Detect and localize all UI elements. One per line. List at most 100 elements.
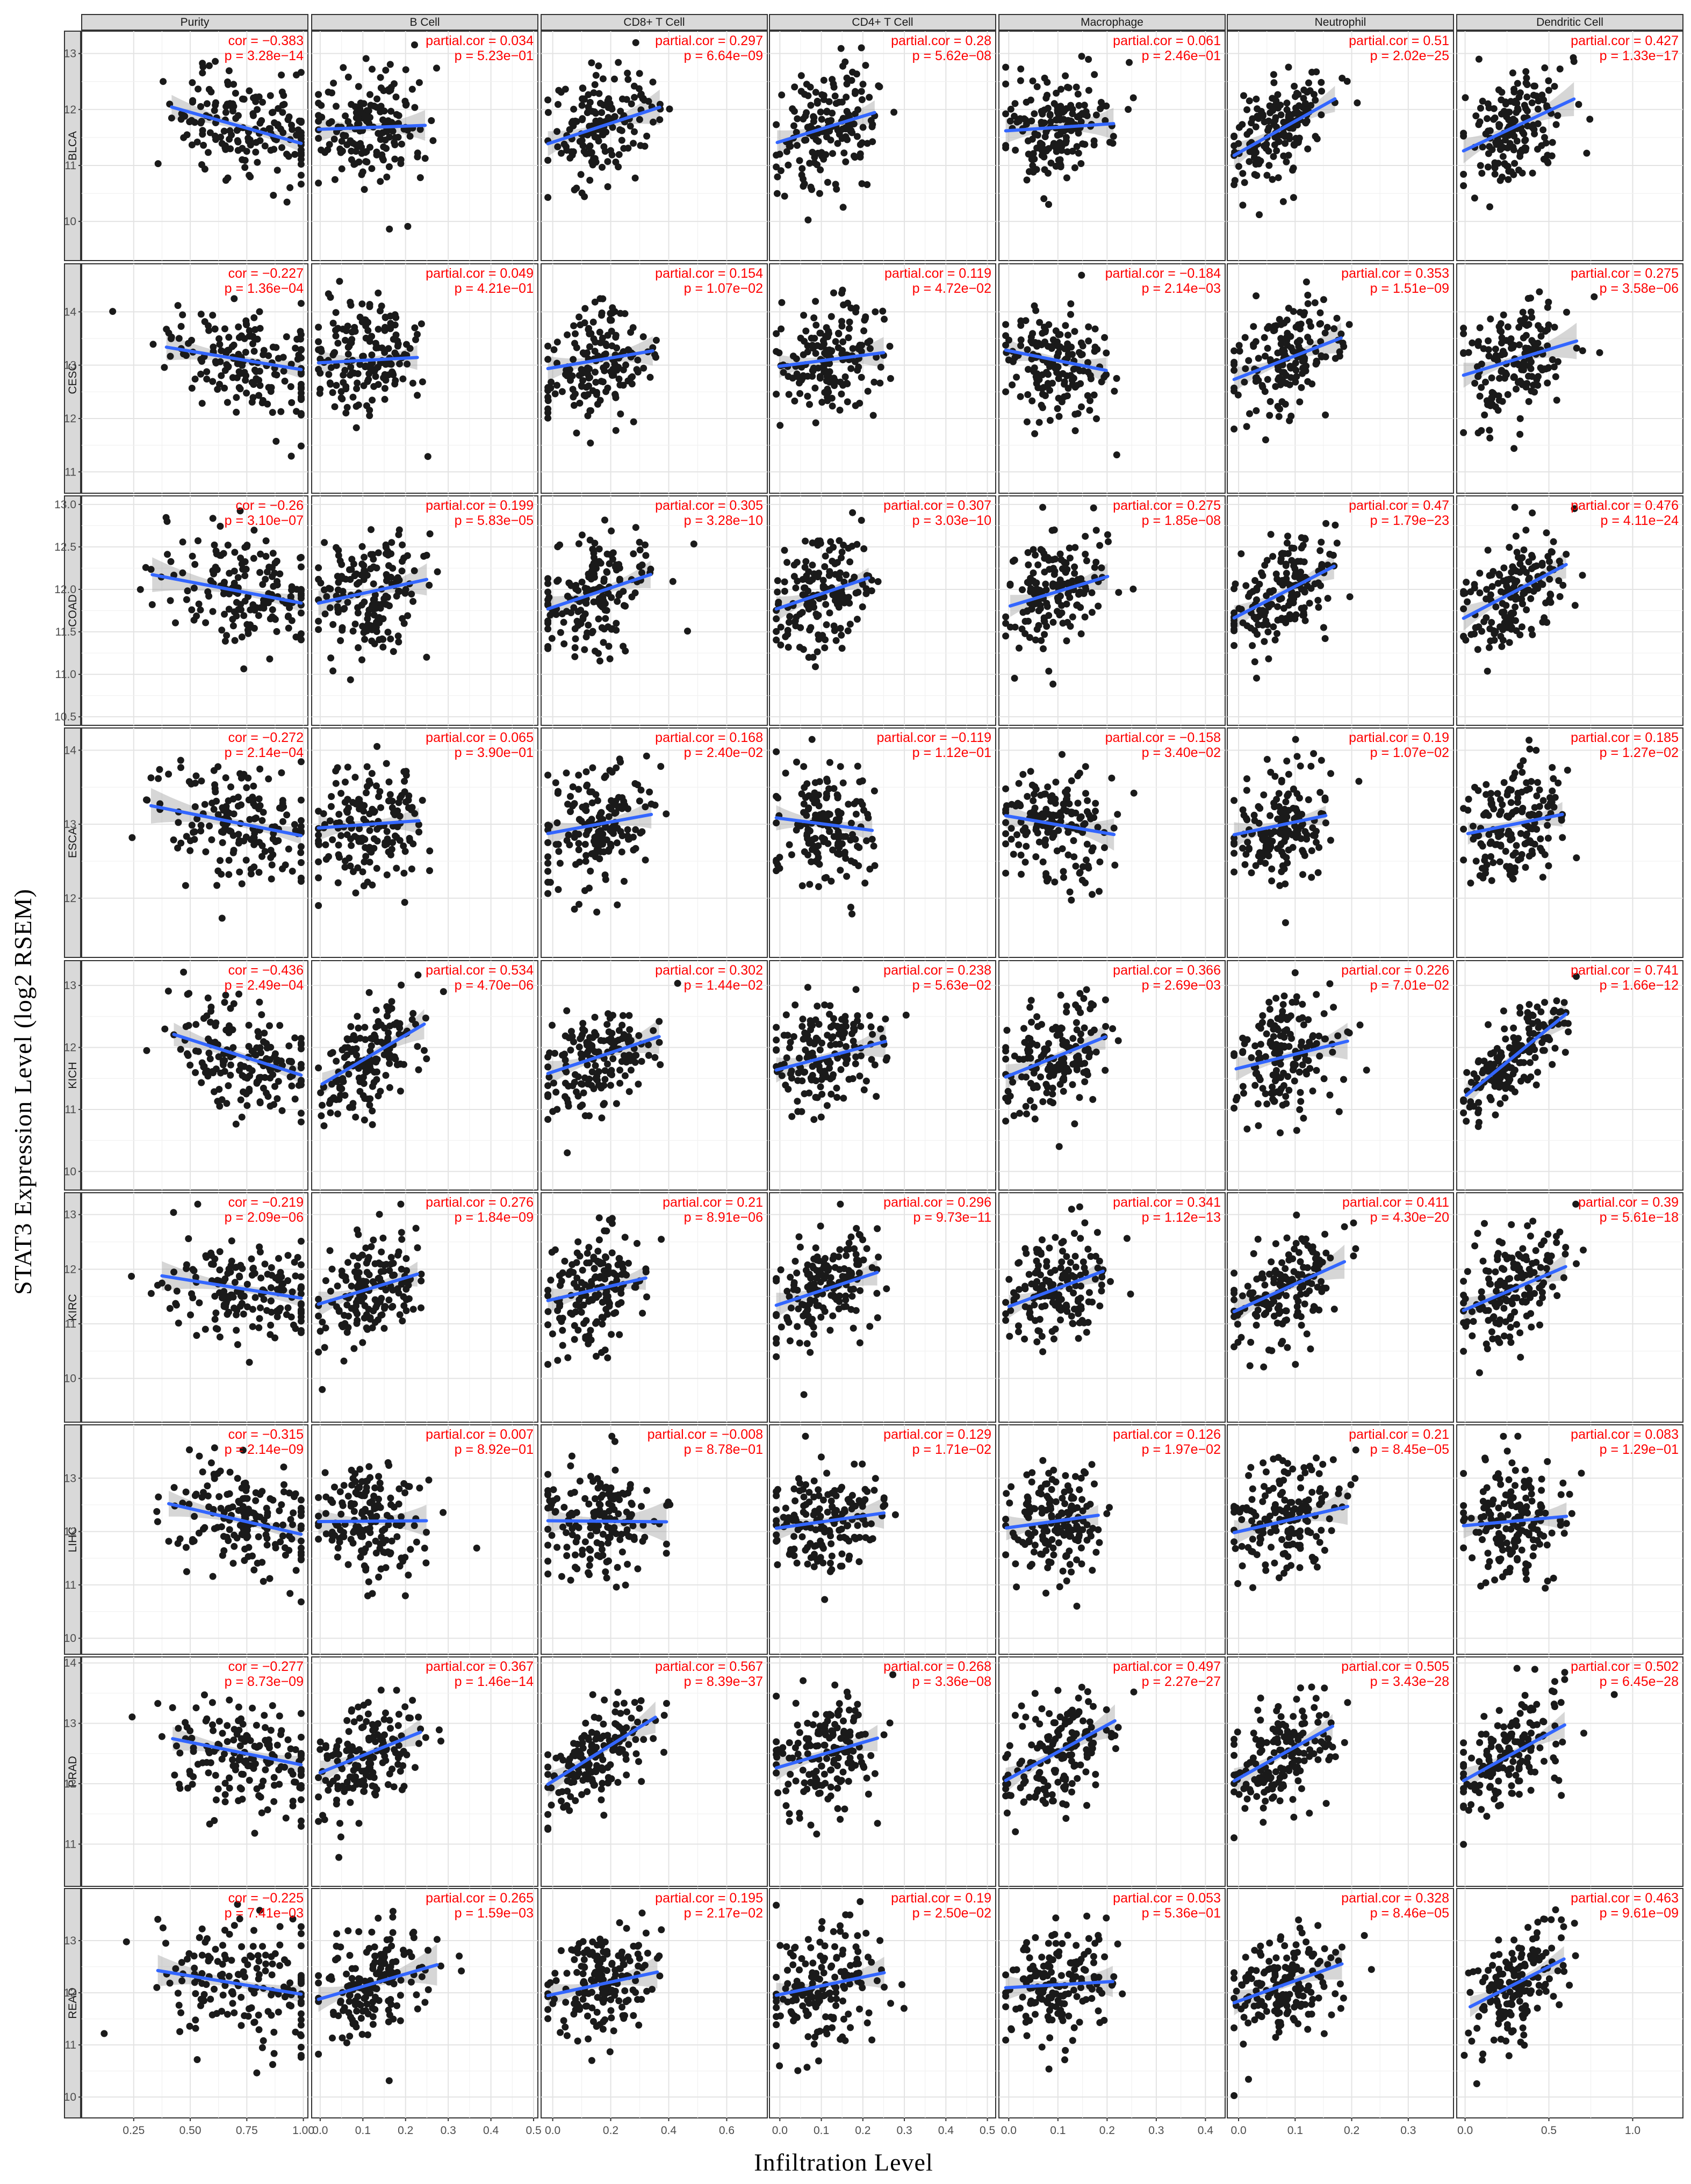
scatter-point — [1549, 139, 1556, 146]
scatter-point — [544, 580, 552, 587]
scatter-point — [566, 841, 573, 848]
scatter-point — [1090, 504, 1097, 511]
scatter-point — [1092, 111, 1100, 119]
scatter-point — [1548, 548, 1555, 556]
scatter-point — [607, 805, 615, 813]
scatter-point — [361, 599, 368, 606]
scatter-point — [1267, 531, 1275, 538]
scatter-point — [1277, 321, 1285, 328]
scatter-point — [1579, 347, 1586, 355]
scatter-point — [776, 864, 783, 872]
p-value-label: p = 3.58e−06 — [1600, 281, 1679, 296]
scatter-point — [388, 846, 395, 853]
scatter-point — [265, 775, 272, 783]
scatter-point — [1496, 177, 1504, 184]
scatter-point — [1522, 80, 1530, 87]
scatter-point — [350, 868, 357, 875]
scatter-point — [829, 76, 836, 83]
scatter-point — [798, 374, 806, 382]
scatter-point — [637, 787, 645, 794]
scatter-point — [382, 361, 390, 368]
scatter-point — [368, 351, 376, 359]
scatter-point — [387, 107, 395, 115]
scatter-point — [1255, 115, 1262, 122]
scatter-point — [1514, 80, 1521, 87]
scatter-point — [591, 155, 599, 162]
scatter-point — [859, 81, 867, 88]
scatter-point — [1505, 176, 1512, 183]
scatter-point — [1529, 121, 1537, 129]
scatter-point — [1499, 600, 1506, 607]
scatter-point — [1481, 411, 1488, 419]
scatter-point — [211, 325, 219, 333]
scatter-point — [1583, 149, 1591, 157]
scatter-point — [1077, 118, 1085, 126]
scatter-point — [222, 350, 230, 357]
scatter-point — [1039, 391, 1046, 398]
scatter-point — [235, 831, 242, 838]
scatter-point — [1002, 321, 1010, 328]
scatter-point — [1346, 593, 1354, 601]
scatter-point — [873, 354, 880, 361]
scatter-point — [376, 614, 383, 621]
scatter-point — [288, 399, 296, 406]
scatter-point — [858, 44, 865, 52]
scatter-point — [636, 563, 643, 571]
scatter-point — [800, 312, 808, 319]
scatter-point — [297, 395, 305, 403]
scatter-point — [400, 869, 408, 877]
scatter-point — [262, 575, 269, 583]
scatter-point — [1256, 211, 1263, 219]
scatter-point — [1074, 90, 1082, 98]
scatter-point — [205, 149, 212, 156]
scatter-point — [318, 146, 325, 154]
scatter-point — [297, 592, 305, 599]
scatter-point — [382, 841, 388, 849]
scatter-point — [362, 334, 370, 342]
scatter-point — [1005, 356, 1012, 364]
scatter-point — [565, 579, 573, 587]
scatter-point — [372, 344, 380, 352]
scatter-point — [1063, 148, 1071, 155]
scatter-point — [234, 138, 242, 146]
scatter-point — [337, 832, 345, 839]
scatter-point — [1098, 378, 1105, 386]
scatter-point — [203, 376, 211, 383]
fit-line — [777, 351, 886, 368]
scatter-point — [599, 834, 607, 842]
scatter-point — [776, 422, 784, 429]
scatter-point — [198, 118, 205, 125]
scatter-point — [330, 80, 337, 87]
scatter-point — [1002, 830, 1010, 838]
scatter-point — [423, 552, 430, 559]
confidence-band — [1463, 82, 1574, 164]
scatter-point — [551, 390, 559, 398]
scatter-point — [1322, 411, 1329, 419]
scatter-point — [615, 375, 623, 383]
scatter-point — [1002, 619, 1010, 627]
scatter-point — [321, 610, 329, 618]
scatter-point — [843, 873, 851, 880]
scatter-point — [297, 843, 305, 850]
scatter-point — [1264, 127, 1271, 134]
scatter-point — [1024, 346, 1031, 354]
scatter-point — [361, 553, 368, 561]
scatter-point — [616, 590, 623, 597]
scatter-point — [1090, 137, 1098, 145]
scatter-point — [1460, 182, 1467, 190]
panel-background — [541, 727, 768, 958]
scatter-point — [582, 150, 589, 157]
scatter-point — [886, 343, 894, 350]
scatter-point — [1051, 878, 1059, 886]
scatter-point — [381, 395, 388, 403]
scatter-point — [814, 99, 821, 107]
scatter-point — [143, 796, 151, 804]
scatter-point — [267, 147, 275, 154]
scatter-point — [253, 604, 260, 611]
scatter-point — [1273, 147, 1280, 154]
scatter-point — [1115, 589, 1122, 596]
scatter-point — [355, 579, 363, 586]
